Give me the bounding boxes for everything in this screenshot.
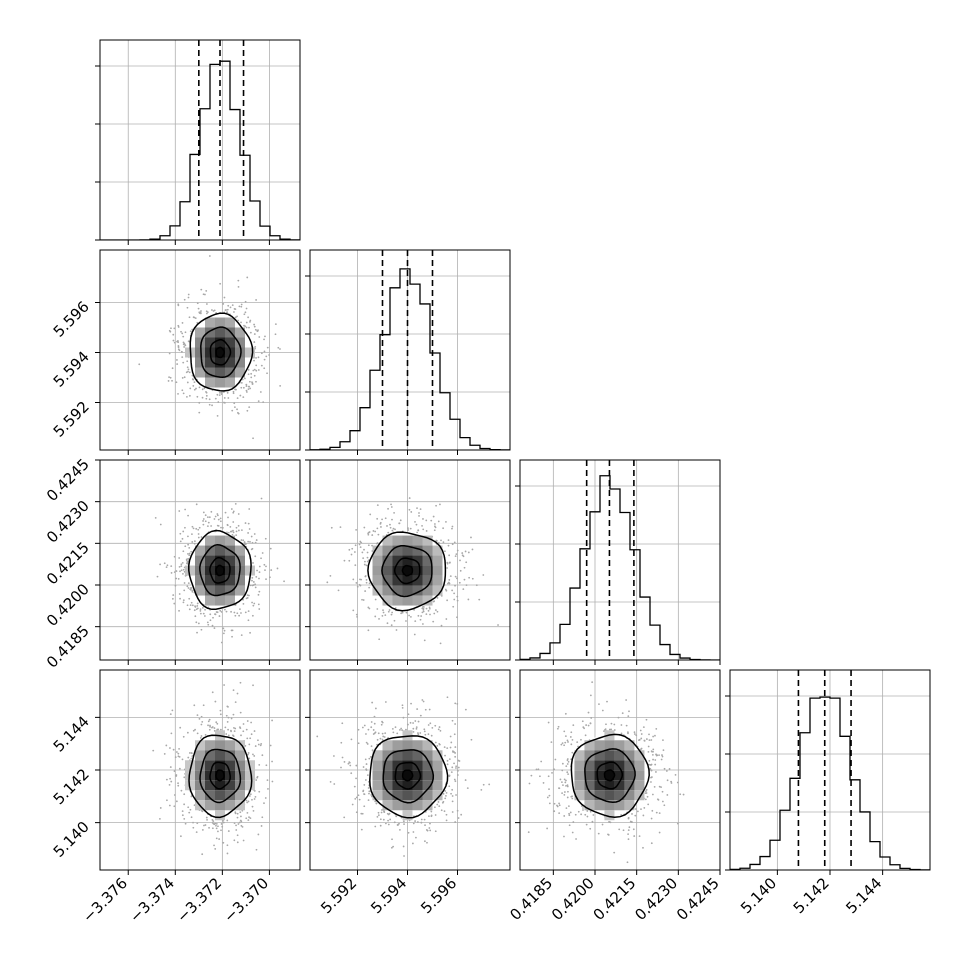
x-tick-label: 0.4185 [506, 874, 556, 924]
contour-level-2 [382, 749, 435, 804]
scatter-panel-3-1 [305, 669, 511, 875]
contour-level-1 [393, 557, 421, 585]
x-tick-label: 5.592 [317, 874, 360, 917]
density-map [185, 730, 255, 821]
y-tick-label: 0.4245 [43, 455, 93, 505]
gridlines [520, 460, 720, 660]
y-tick-label: 0.4230 [43, 497, 93, 547]
histogram-panel-1 [305, 249, 511, 455]
x-tick-label: 5.596 [417, 874, 460, 917]
panel-frame [309, 459, 511, 661]
y-tick-label: 5.594 [50, 348, 93, 391]
x-tick-label: −3.376 [79, 874, 131, 926]
y-tick-label: 0.4215 [43, 538, 93, 588]
sample-points [154, 497, 285, 644]
histogram-steps [100, 60, 300, 240]
contour-level-3 [369, 735, 449, 819]
y-tick-label: 5.596 [50, 298, 93, 341]
panel-frame [309, 669, 511, 871]
contour-level-0 [401, 769, 414, 782]
panel-frame [99, 669, 301, 871]
histogram-panel-3 [725, 669, 931, 875]
density-map [372, 730, 443, 821]
histogram-panel-0 [95, 39, 301, 245]
y-tick-label: 5.592 [50, 398, 93, 441]
x-tick-label: 5.140 [737, 874, 780, 917]
density-map [372, 535, 443, 606]
contour-level-1 [209, 556, 231, 584]
x-tick-label: 5.142 [790, 874, 833, 917]
x-tick-label: −3.374 [126, 874, 178, 926]
y-tick-label: 5.140 [50, 818, 93, 861]
panel-frame [99, 459, 301, 661]
contour-level-3 [188, 734, 253, 819]
panel-frame [519, 459, 721, 661]
contour-level-2 [381, 544, 433, 598]
x-tick-label: 0.4230 [631, 874, 681, 924]
y-tick-label: 5.144 [50, 712, 93, 755]
scatter-panel-2-0 [95, 459, 301, 665]
sample-points [527, 681, 685, 864]
sample-points [326, 497, 499, 645]
panel-frame [99, 249, 301, 451]
panel-frame [519, 669, 721, 871]
contour-level-0 [215, 564, 225, 577]
y-tick-label: 0.4200 [43, 580, 93, 630]
contour-level-3 [188, 529, 252, 611]
scatter-panel-3-0 [95, 669, 301, 875]
contour-level-1 [209, 761, 231, 790]
contour-level-1 [209, 339, 232, 366]
x-tick-label: −3.370 [220, 874, 272, 926]
scatter-panel-1-0 [95, 249, 301, 455]
contour-level-2 [584, 748, 636, 804]
x-tick-label: 5.144 [842, 874, 885, 917]
gridlines [730, 670, 930, 870]
panel-frame [99, 39, 301, 241]
contour-level-2 [199, 748, 242, 804]
scatter-panel-2-1 [305, 459, 511, 665]
density-map [574, 730, 645, 821]
histogram-steps [730, 696, 930, 870]
x-tick-label: −3.372 [173, 874, 225, 926]
x-tick-label: 0.4215 [590, 874, 640, 924]
contour-level-0 [215, 769, 225, 782]
histogram-steps [310, 268, 510, 450]
gridlines [100, 460, 300, 660]
x-tick-label: 5.594 [367, 874, 410, 917]
contour-level-3 [367, 531, 447, 612]
contour-level-0 [401, 564, 414, 577]
histogram-panel-2 [515, 459, 721, 665]
x-tick-label: 0.4245 [673, 874, 723, 924]
contour-level-1 [596, 761, 624, 790]
contour-level-0 [603, 769, 616, 782]
contour-level-3 [570, 733, 650, 818]
y-tick-label: 0.4185 [43, 622, 93, 672]
contour-level-0 [215, 346, 225, 359]
contour-level-2 [199, 543, 241, 597]
contour-level-2 [200, 326, 242, 379]
contour-level-3 [189, 312, 254, 392]
panel-frame [729, 669, 931, 871]
x-tick-label: 0.4200 [548, 874, 598, 924]
contour-level-1 [394, 761, 422, 790]
y-tick-label: 5.142 [50, 765, 93, 808]
scatter-panel-3-2 [515, 669, 721, 875]
panel-frame [309, 249, 511, 451]
histogram-steps [520, 475, 720, 660]
